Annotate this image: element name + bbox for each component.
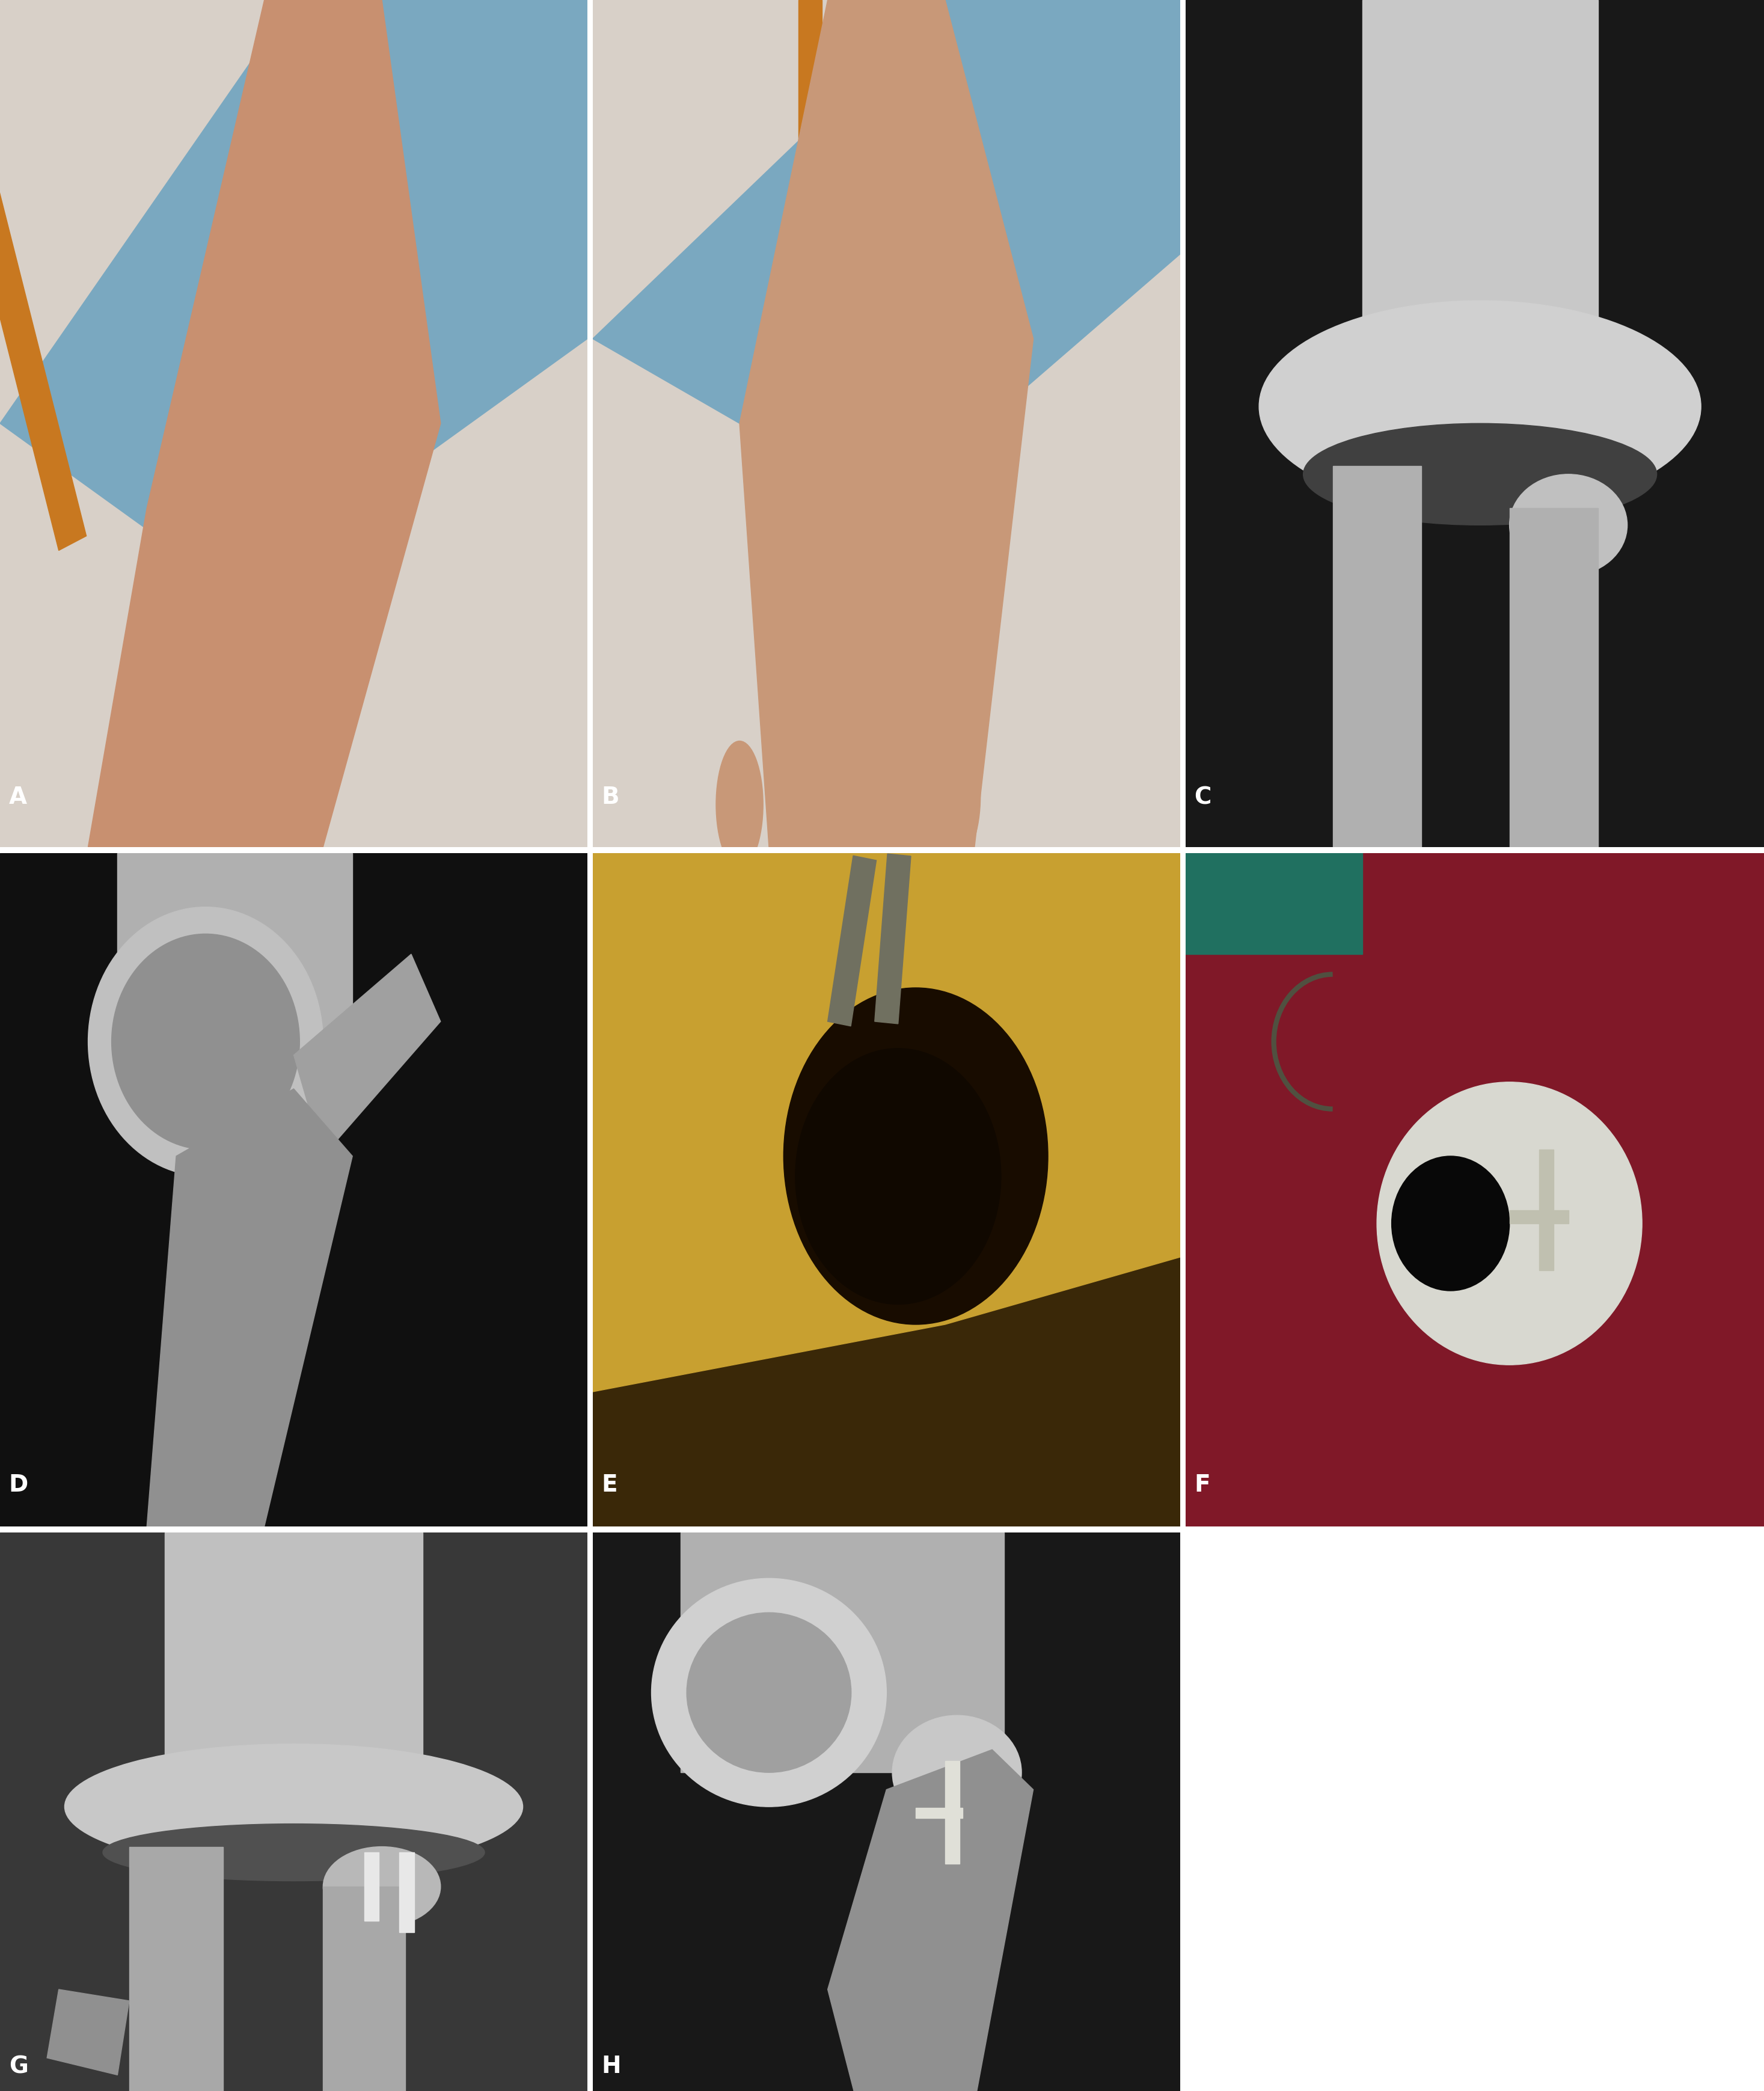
Bar xyxy=(1510,1211,1568,1223)
Text: D: D xyxy=(9,1474,28,1497)
Ellipse shape xyxy=(102,1823,485,1882)
Polygon shape xyxy=(593,0,1180,508)
Ellipse shape xyxy=(323,1846,441,1926)
Ellipse shape xyxy=(933,732,981,859)
Bar xyxy=(799,0,822,381)
Bar xyxy=(1538,1150,1554,1271)
Bar xyxy=(1334,466,1422,847)
Ellipse shape xyxy=(1259,301,1700,512)
Ellipse shape xyxy=(1510,475,1626,575)
Circle shape xyxy=(88,907,323,1177)
Bar xyxy=(946,1761,960,1863)
Bar xyxy=(1510,508,1598,847)
Polygon shape xyxy=(48,1989,129,2074)
Text: F: F xyxy=(1194,1474,1210,1497)
Text: H: H xyxy=(602,2055,621,2078)
Polygon shape xyxy=(827,1750,1034,2091)
Circle shape xyxy=(651,1579,887,1807)
Ellipse shape xyxy=(716,740,764,868)
Circle shape xyxy=(111,935,300,1150)
Bar xyxy=(1362,0,1598,381)
Circle shape xyxy=(686,1612,852,1773)
Bar xyxy=(875,853,910,1025)
Ellipse shape xyxy=(796,1048,1000,1305)
Ellipse shape xyxy=(1304,422,1656,525)
Polygon shape xyxy=(88,0,441,847)
Ellipse shape xyxy=(783,987,1048,1324)
Bar xyxy=(0,98,86,550)
Polygon shape xyxy=(146,1089,353,1526)
Ellipse shape xyxy=(893,1715,1021,1830)
Polygon shape xyxy=(0,0,587,594)
Bar xyxy=(681,1533,1004,1773)
Bar xyxy=(1185,853,1362,953)
Bar xyxy=(916,1809,963,1819)
Bar xyxy=(129,1846,224,2091)
Ellipse shape xyxy=(792,757,840,884)
Bar xyxy=(323,1886,406,2091)
Polygon shape xyxy=(593,853,1180,1393)
Bar xyxy=(118,853,353,1056)
Text: E: E xyxy=(602,1474,617,1497)
Text: A: A xyxy=(9,786,26,809)
Ellipse shape xyxy=(863,749,910,876)
Text: B: B xyxy=(602,786,619,809)
Ellipse shape xyxy=(118,694,293,864)
Bar xyxy=(827,855,877,1027)
Ellipse shape xyxy=(1378,1081,1642,1365)
Circle shape xyxy=(1392,1156,1510,1290)
Bar xyxy=(399,1853,415,1932)
Ellipse shape xyxy=(65,1744,522,1869)
Bar xyxy=(363,1853,379,1922)
Bar xyxy=(164,1533,423,1790)
Text: G: G xyxy=(9,2055,28,2078)
Polygon shape xyxy=(293,953,441,1156)
Polygon shape xyxy=(739,0,1034,847)
Text: C: C xyxy=(1194,786,1212,809)
